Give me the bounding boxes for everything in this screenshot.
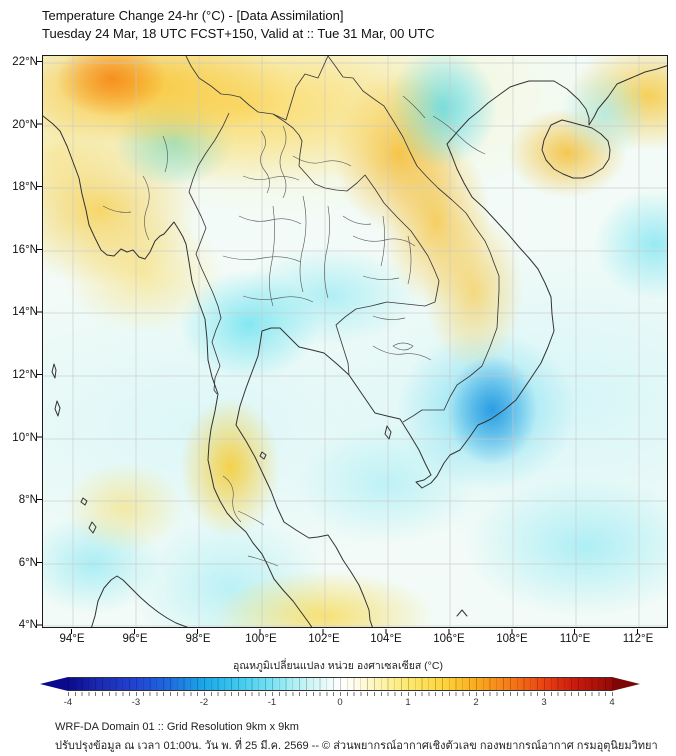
lon-tick-label: 106°E (433, 633, 465, 645)
colorbar-tick-label: 3 (541, 697, 547, 708)
page-subtitle: Tuesday 24 Mar, 18 UTC FCST+150, Valid a… (42, 26, 435, 41)
lat-tick-label: 8°N (18, 494, 38, 506)
lon-tick-label: 100°E (245, 633, 277, 645)
lon-tick-label: 96°E (122, 633, 148, 645)
lat-tick-label: 22°N (12, 56, 38, 68)
lat-tick-label: 4°N (18, 619, 38, 631)
lat-tick-label: 14°N (12, 306, 38, 318)
colorbar-tick-label: -1 (267, 697, 277, 708)
lon-tick-label: 112°E (622, 633, 654, 645)
lon-tick-label: 98°E (185, 633, 211, 645)
colorbar-gradient (68, 677, 612, 691)
colorbar-tick-label: 0 (337, 697, 343, 708)
lat-tick-label: 10°N (12, 432, 38, 444)
colorbar-tick-label: -3 (131, 697, 141, 708)
coastline (43, 65, 667, 627)
lon-tick-label: 94°E (59, 633, 85, 645)
province-borders (102, 95, 486, 567)
colorbar-tick-comb (68, 692, 613, 696)
colorbar-left-arrow (40, 677, 68, 691)
footer-domain-info: WRF-DA Domain 01 :: Grid Resolution 9km … (55, 721, 299, 733)
lat-tick-label: 16°N (12, 244, 38, 256)
lon-tick-label: 110°E (559, 633, 591, 645)
lat-tick-label: 12°N (12, 369, 38, 381)
colorbar-title: อุณหภูมิเปลี่ยนแปลง หน่วย องศาเซลเซียส (… (233, 660, 443, 672)
colorbar-tick-label: -2 (199, 697, 209, 708)
lat-tick-label: 6°N (18, 557, 38, 569)
graticule (43, 56, 667, 627)
country-borders (185, 56, 500, 423)
lat-axis-ticks (37, 61, 42, 627)
colorbar-tick-label: 2 (473, 697, 479, 708)
lon-axis-ticks (71, 629, 639, 634)
lat-tick-label: 18°N (12, 181, 38, 193)
colorbar-right-arrow (612, 677, 640, 691)
footer-credit-thai: ปรับปรุงข้อมูล ณ เวลา 01:00น. วัน พ. ที่… (55, 740, 658, 752)
lat-tick-label: 20°N (12, 119, 38, 131)
lon-tick-label: 102°E (308, 633, 340, 645)
colorbar (40, 677, 640, 691)
temperature-field (43, 56, 667, 627)
colorbar-tick-label: 1 (405, 697, 411, 708)
colorbar-tick-label: -4 (63, 697, 73, 708)
colorbar-tick-label: 4 (609, 697, 615, 708)
lon-tick-label: 108°E (496, 633, 528, 645)
map-canvas (42, 55, 668, 628)
page-title: Temperature Change 24-hr (°C) - [Data As… (42, 8, 344, 23)
grid-and-coastlines (43, 56, 667, 627)
lon-tick-label: 104°E (370, 633, 402, 645)
